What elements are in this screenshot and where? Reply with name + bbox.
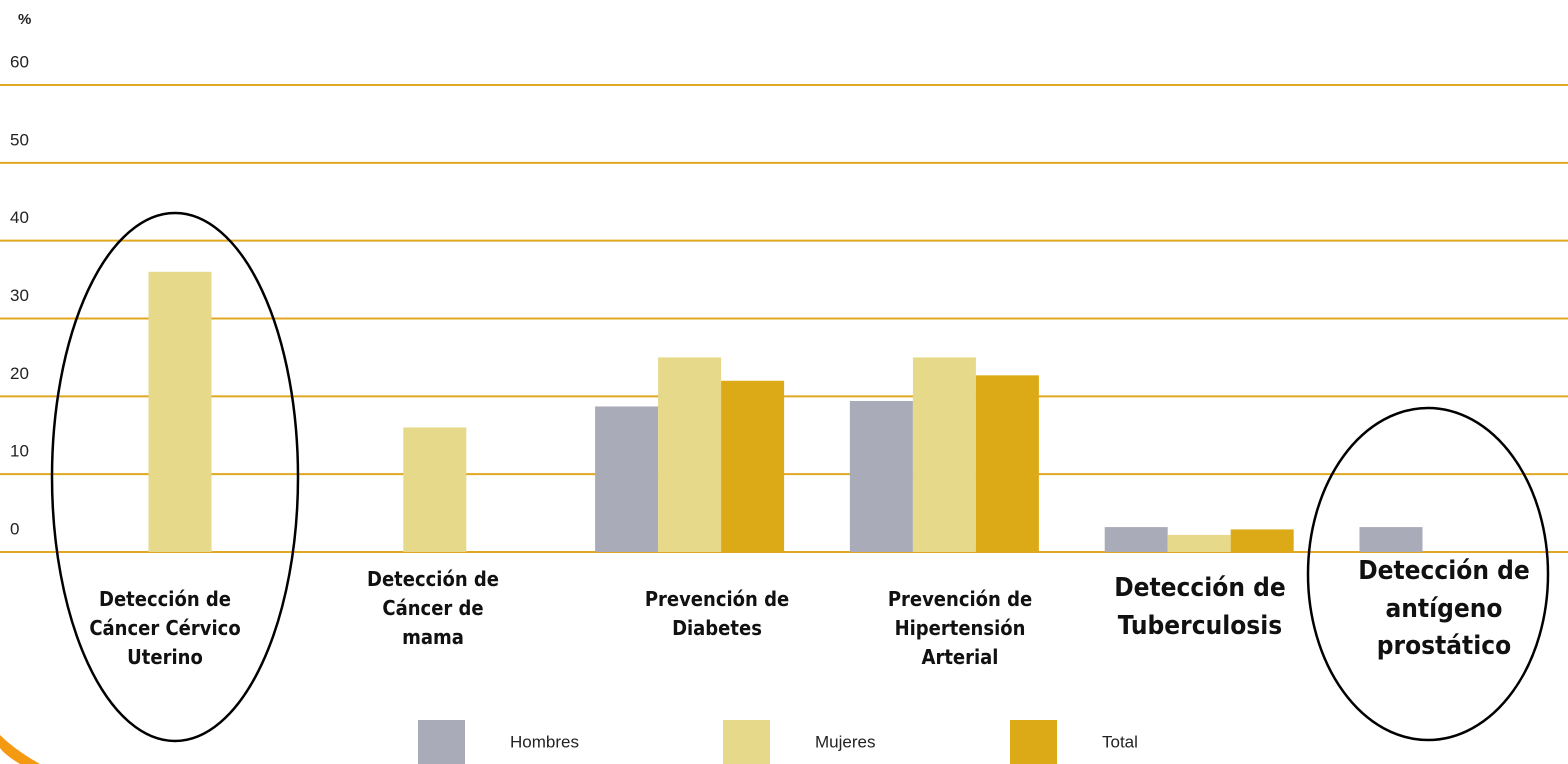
highlight-ellipse [50, 211, 300, 743]
bar [721, 380, 785, 552]
x-tick-label: Detección de Tuberculosis [1114, 573, 1286, 641]
bar [595, 406, 659, 552]
legend-label: Hombres [510, 732, 579, 751]
y-tick-label: 60 [10, 52, 29, 71]
x-tick-label: Detección de Cáncer Cérvico Uterino [89, 587, 241, 669]
y-tick-label: 50 [10, 130, 29, 149]
bar [1167, 534, 1231, 552]
y-axis-label: % [18, 11, 31, 28]
x-tick-label: Prevención de Diabetes [644, 587, 790, 640]
bar [1230, 529, 1294, 552]
legend-swatch [723, 720, 770, 764]
x-tick-label: Detección de Cáncer de mama [367, 567, 499, 649]
legend-swatch [418, 720, 465, 764]
y-tick-label: 10 [10, 442, 29, 461]
bar [1359, 527, 1423, 552]
legend-label: Mujeres [815, 732, 875, 751]
bar [1104, 527, 1168, 552]
bar [912, 357, 976, 552]
y-tick-label: 30 [10, 286, 29, 305]
legend-swatch [1010, 720, 1057, 764]
x-tick-label: Detección de antígeno prostático [1358, 556, 1530, 662]
bar [403, 427, 467, 552]
y-tick-label: 40 [10, 208, 29, 227]
bar [975, 375, 1039, 552]
x-tick-label: Prevención de Hipertensión Arterial [887, 587, 1033, 669]
y-tick-label: 0 [10, 519, 19, 538]
bar [658, 357, 722, 552]
legend-label: Total [1102, 732, 1138, 751]
y-tick-label: 20 [10, 364, 29, 383]
bar [849, 401, 913, 552]
bar [148, 271, 212, 552]
decoration [0, 735, 40, 764]
highlight-ellipse [1306, 406, 1550, 742]
